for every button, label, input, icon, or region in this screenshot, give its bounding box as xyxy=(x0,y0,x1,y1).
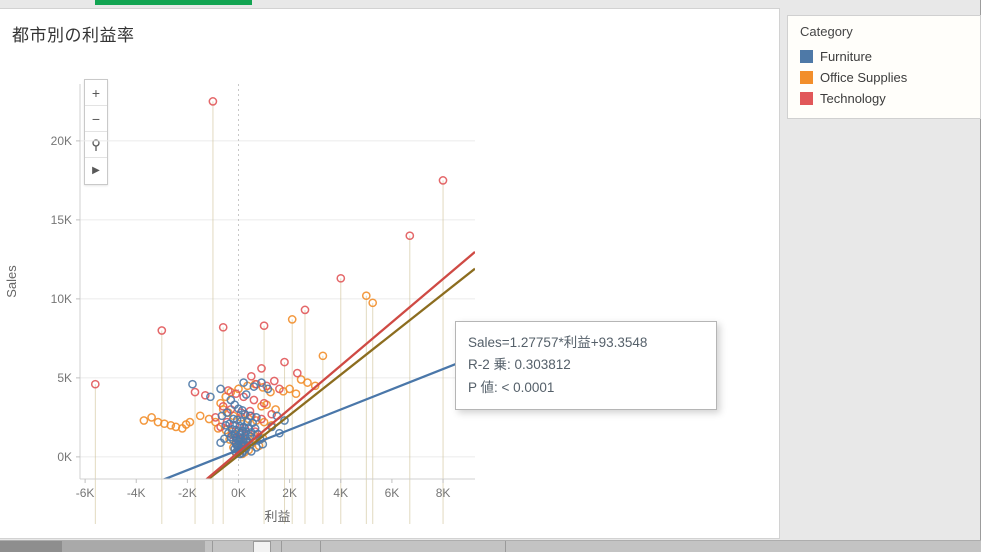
y-axis-title: Sales xyxy=(4,265,19,298)
legend-label: Technology xyxy=(820,91,886,106)
taskbar-separator xyxy=(505,541,506,552)
zoom-in-button[interactable]: + xyxy=(85,80,107,106)
zoom-more-button[interactable]: ▶ xyxy=(85,158,107,184)
tooltip-r-squared: R-2 乗: 0.303812 xyxy=(468,357,571,373)
svg-text:10K: 10K xyxy=(51,292,72,306)
series-technology[interactable] xyxy=(90,97,448,455)
svg-text:5K: 5K xyxy=(57,371,72,385)
legend-swatch xyxy=(800,71,813,84)
taskbar-segment[interactable] xyxy=(62,541,205,552)
legend-label: Furniture xyxy=(820,49,873,64)
taskbar-separator xyxy=(281,541,282,552)
zoom-home-pin-button[interactable] xyxy=(85,132,107,158)
zoom-out-button[interactable]: − xyxy=(85,106,107,132)
taskbar xyxy=(0,540,981,552)
svg-text:0K: 0K xyxy=(57,450,72,464)
svg-text:0K: 0K xyxy=(231,486,246,500)
chart-title: 都市別の利益率 xyxy=(12,26,135,45)
axes: -6K -4K -2K 0K 2K 4K 6K 8K 0K 5K 10K 15K 20K xyxy=(51,84,475,500)
tooltip-equation: Sales=1.27757*利益+93.3548 xyxy=(468,335,648,350)
top-progress-bar xyxy=(95,0,252,5)
zoom-toolbar: + − ▶ xyxy=(84,79,108,185)
taskbar-segment[interactable] xyxy=(0,541,62,552)
svg-text:-2K: -2K xyxy=(178,486,197,500)
svg-text:8K: 8K xyxy=(436,486,451,500)
legend-item-furniture[interactable]: Furniture xyxy=(788,46,980,67)
taskbar-separator xyxy=(320,541,321,552)
legend-swatch xyxy=(800,50,813,63)
svg-text:15K: 15K xyxy=(51,213,72,227)
legend-panel: Category Furniture Office Supplies Technol… xyxy=(787,15,981,119)
legend-items: Furniture Office Supplies Technology xyxy=(788,46,980,109)
x-axis-title: 利益 xyxy=(264,509,290,524)
svg-text:4K: 4K xyxy=(333,486,348,500)
svg-text:-4K: -4K xyxy=(127,486,146,500)
legend-swatch xyxy=(800,92,813,105)
legend-item-technology[interactable]: Technology xyxy=(788,88,980,109)
pin-icon xyxy=(92,138,100,151)
legend-title: Category xyxy=(800,24,853,39)
drop-lines xyxy=(94,101,444,524)
legend-label: Office Supplies xyxy=(820,70,908,85)
svg-text:-6K: -6K xyxy=(76,486,95,500)
scatter-plot[interactable]: -6K -4K -2K 0K 2K 4K 6K 8K 0K 5K 10K 15K 20K 利益 Sales xyxy=(0,64,520,534)
svg-text:20K: 20K xyxy=(51,134,72,148)
trend-tooltip: Sales=1.27757*利益+93.3548 R-2 乗: 0.303812… xyxy=(455,321,717,410)
svg-text:2K: 2K xyxy=(282,486,297,500)
svg-text:6K: 6K xyxy=(385,486,400,500)
gridlines xyxy=(80,140,475,458)
chart-panel: 都市別の利益率 + − ▶ -6K -4K -2K 0K 2K 4K 6K 8K 0K 5K 10K… xyxy=(0,8,780,539)
taskbar-separator xyxy=(212,541,213,552)
legend-item-office-supplies[interactable]: Office Supplies xyxy=(788,67,980,88)
trend-lines[interactable] xyxy=(80,251,475,534)
taskbar-segment[interactable] xyxy=(253,541,271,552)
tooltip-p-value: P 値: < 0.0001 xyxy=(468,379,555,395)
